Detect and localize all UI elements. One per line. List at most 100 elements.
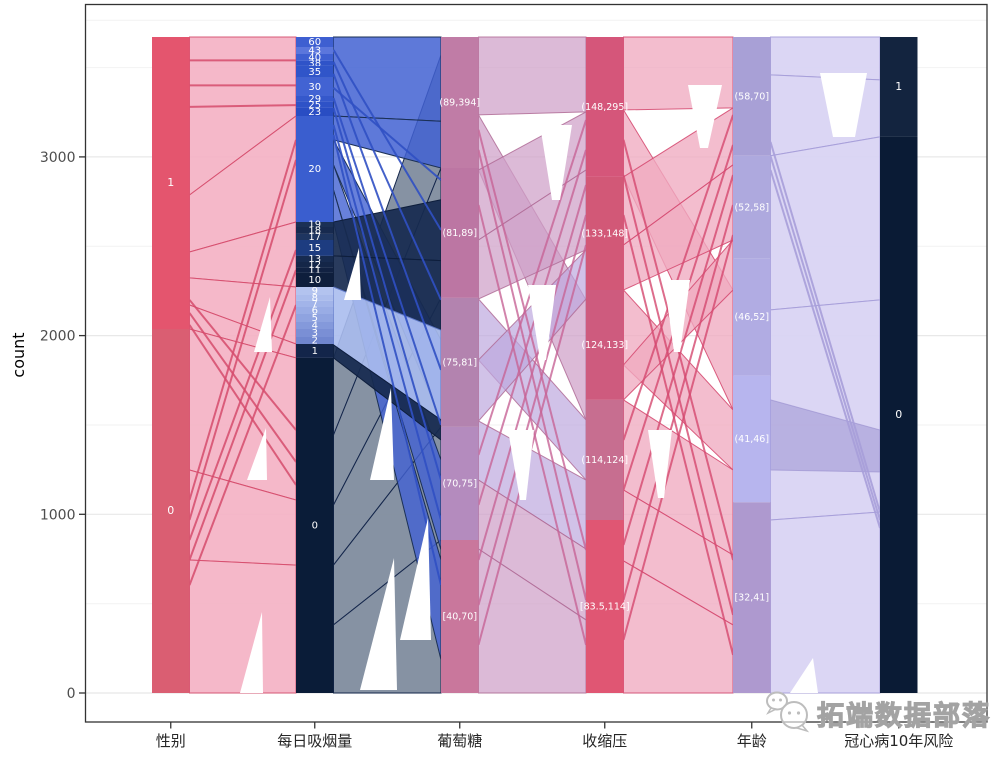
stratum-4: [296, 322, 334, 329]
stratum-label: 15: [308, 243, 321, 254]
stratum-label: 7: [312, 299, 318, 310]
stratum-9: [296, 287, 334, 295]
stratum-[40,70]: [441, 540, 479, 693]
flow-line: [477, 204, 587, 646]
flow-line: [188, 139, 297, 501]
stratum-43: [296, 47, 334, 54]
stratum-(58,70]: [733, 37, 771, 156]
stratum-label: (70,75]: [442, 478, 477, 489]
flow-gap: [247, 428, 267, 480]
stratum-label: (52,58]: [734, 202, 769, 213]
flow-line: [188, 269, 297, 561]
stratum-label: 20: [308, 164, 321, 175]
flow-gap: [540, 125, 572, 200]
stratum-[83.5,114]: [586, 520, 624, 693]
flow-line: [477, 184, 587, 561]
flow-gap: [528, 285, 556, 360]
y-tick-label: 0: [67, 686, 76, 702]
stratum-30: [296, 77, 334, 96]
stratum-(41,46]: [733, 375, 771, 503]
flow-line: [332, 61, 442, 301]
panel-border: [84, 3, 988, 723]
stratum-label: 1: [895, 80, 902, 93]
stratum-18: [296, 227, 334, 234]
flow-gap: [508, 430, 534, 500]
stratum-(89,394]: [441, 37, 479, 168]
stratum-(124,133]: [586, 290, 624, 400]
stratum-label: 11: [308, 265, 321, 276]
flow-gap: [820, 73, 867, 137]
flow-line: [477, 129, 587, 551]
stratum-label: 0: [312, 521, 318, 532]
flow: [333, 36, 442, 122]
stratum-label: (148,295]: [581, 102, 628, 113]
stratum-label: 10: [308, 275, 321, 286]
stratum-label: [40,70]: [442, 612, 477, 623]
stratum-(133,148]: [586, 176, 624, 290]
x-axis-label: 冠心病10年风险: [844, 732, 953, 750]
stratum-23: [296, 107, 334, 116]
stratum-[32,41]: [733, 502, 771, 693]
stratum-label: 17: [308, 232, 321, 243]
stratum-1: [880, 37, 918, 137]
stratum-label: 12: [308, 260, 321, 271]
stratum-label: 18: [308, 225, 321, 236]
flow-line: [477, 214, 587, 606]
stratum-0: [296, 357, 334, 693]
flow-line: [188, 312, 297, 463]
stratum-(70,75]: [441, 426, 479, 540]
flow-line: [332, 107, 442, 481]
stratum-40: [296, 54, 334, 61]
stratum-(52,58]: [733, 155, 771, 259]
stratum-label: (41,46]: [734, 434, 769, 445]
y-tick-label: 1000: [40, 507, 76, 523]
flow-line: [622, 114, 734, 441]
stratum-label: 5: [312, 313, 318, 324]
stratum-10: [296, 272, 334, 287]
stratum-label: 1: [312, 346, 318, 357]
stratum-3: [296, 329, 334, 337]
stratum-label: (81,89]: [442, 228, 477, 239]
x-axis-label: 每日吸烟量: [277, 732, 352, 750]
flow-gap: [370, 388, 394, 480]
stratum-17: [296, 233, 334, 240]
flow-line: [477, 149, 587, 506]
stratum-label: 4: [312, 321, 318, 332]
flow: [189, 559, 297, 694]
flow-gap: [688, 85, 722, 148]
stratum-label: 23: [308, 107, 321, 118]
flow-line: [189, 104, 297, 108]
stratum-(46,52]: [733, 258, 771, 376]
flow-line: [332, 73, 442, 371]
flow-gap: [790, 658, 818, 693]
flow-gap: [240, 612, 263, 693]
stratum-12: [296, 262, 334, 268]
stratum-label: (124,133]: [581, 340, 628, 351]
stratum-label: 60: [308, 37, 321, 48]
stratum-label: 43: [308, 46, 321, 57]
flow-line: [188, 299, 297, 431]
flow-line: [769, 169, 881, 529]
stratum-label: 25: [308, 100, 321, 111]
stratum-label: 35: [308, 67, 321, 78]
flow-line: [332, 87, 442, 181]
stratum-label: (133,148]: [581, 228, 628, 239]
flow-line: [332, 97, 442, 426]
stratum-0: [880, 136, 918, 693]
stratum-60: [296, 37, 334, 47]
stratum-6: [296, 307, 334, 314]
flow-gap: [344, 248, 361, 300]
stratum-11: [296, 267, 334, 273]
stratum-7: [296, 300, 334, 307]
stratum-5: [296, 314, 334, 322]
flow-gap: [254, 297, 272, 352]
flow-line: [188, 324, 297, 486]
stratum-label: 1: [167, 176, 174, 189]
stratum-1: [152, 37, 190, 329]
stratum-label: 38: [308, 58, 321, 69]
stratum-label: (114,124]: [581, 455, 628, 466]
flow-line: [332, 124, 442, 521]
stratum-13: [296, 255, 334, 262]
